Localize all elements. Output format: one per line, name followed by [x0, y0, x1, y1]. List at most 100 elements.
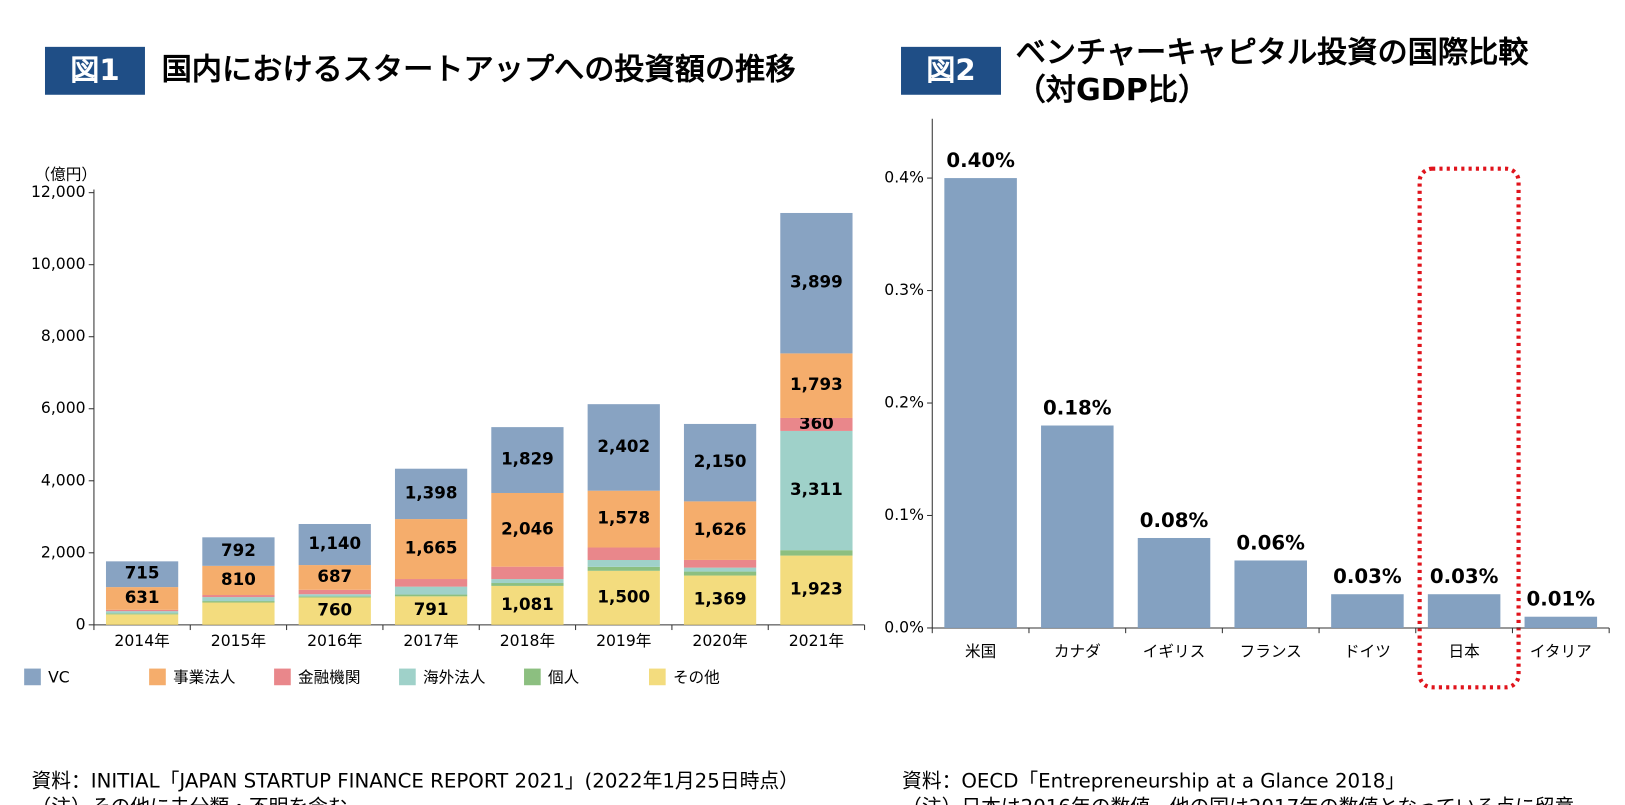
- chart-title: 国内におけるスタートアップへの投資額の推移: [162, 52, 796, 87]
- bar-segment: [780, 417, 853, 431]
- y-tick-label: 2,000: [41, 543, 86, 561]
- y-tick-label: 6,000: [41, 399, 86, 417]
- value-label: 631: [125, 588, 160, 607]
- x-tick-label: イタリア: [1530, 642, 1592, 660]
- bar-segment: [491, 427, 564, 493]
- legend-swatch: [399, 668, 416, 686]
- bar-segment: [105, 561, 179, 588]
- bar-segment: [780, 212, 853, 354]
- bar-segment: [202, 601, 275, 603]
- x-tick-label: 2021年: [789, 632, 844, 650]
- value-label: 2,046: [501, 519, 554, 538]
- bar-segment: [683, 567, 757, 572]
- y-tick-label: 8,000: [41, 327, 86, 345]
- x-tick-label: 2020年: [692, 632, 747, 650]
- source: 資料：INITIAL「JAPAN STARTUP FINANCE REPORT …: [31, 770, 798, 793]
- bar-segment: [683, 571, 757, 576]
- y-axis-unit: （億円）: [35, 165, 97, 183]
- bar-segment: [105, 614, 179, 625]
- legend-label: VC: [48, 668, 70, 686]
- figure-label: 図2: [926, 53, 975, 87]
- bar-segment: [202, 602, 275, 625]
- bar-segment: [683, 423, 757, 502]
- x-tick-label: 2017年: [403, 632, 458, 650]
- x-tick-label: 日本: [1449, 642, 1481, 660]
- value-label: 0.08%: [1140, 509, 1209, 532]
- bar-segment: [587, 566, 660, 571]
- value-label: 687: [317, 567, 352, 586]
- bar: [1427, 594, 1501, 628]
- bar-segment: [298, 565, 371, 590]
- value-label: 0.03%: [1430, 565, 1499, 588]
- bar-segment: [491, 585, 564, 625]
- value-label: 791: [414, 600, 449, 619]
- bar-segment: [780, 555, 853, 625]
- bar-segment: [298, 596, 371, 598]
- value-label: 760: [317, 601, 352, 620]
- bar: [1524, 616, 1598, 628]
- value-label: 1,829: [501, 450, 554, 469]
- bar-segment: [587, 570, 660, 625]
- bar-segment: [683, 559, 757, 568]
- y-tick-label: 12,000: [31, 183, 86, 201]
- chart-title: ベンチャーキャピタル投資の国際比較: [1016, 35, 1530, 71]
- bar-segment: [587, 490, 660, 548]
- x-tick-label: イギリス: [1143, 642, 1205, 660]
- value-label: 360: [799, 414, 834, 433]
- legend-label: 個人: [548, 668, 580, 686]
- bar-segment: [394, 468, 468, 520]
- value-label: 0.18%: [1043, 396, 1112, 419]
- x-tick-label: 2019年: [596, 632, 651, 650]
- value-label: 0.40%: [946, 149, 1015, 172]
- y-tick-label: 0.2%: [884, 394, 924, 412]
- note: （注）その他に未分類・不明を含む: [31, 796, 347, 805]
- source: 資料：OECD「Entrepreneurship at a Glance 201…: [902, 770, 1405, 793]
- legend-label: 金融機関: [298, 668, 360, 686]
- value-label: 1,793: [790, 375, 843, 394]
- x-tick-label: ドイツ: [1344, 642, 1391, 660]
- bar-segment: [587, 404, 660, 491]
- legend-swatch: [274, 668, 291, 686]
- bar-segment: [105, 609, 179, 612]
- x-tick-label: 2015年: [211, 632, 266, 650]
- bar-segment: [298, 594, 371, 597]
- x-tick-label: 米国: [965, 642, 996, 660]
- bar-segment: [491, 579, 564, 584]
- y-tick-label: 0: [76, 615, 86, 633]
- bar-segment: [202, 595, 275, 598]
- value-label: 1,923: [790, 580, 843, 599]
- bar-segment: [105, 587, 179, 610]
- x-tick-label: フランス: [1240, 642, 1302, 660]
- value-label: 1,398: [405, 483, 458, 502]
- value-label: 3,311: [790, 480, 843, 499]
- bar-segment: [491, 566, 564, 580]
- bar-segment: [491, 492, 564, 567]
- y-tick-label: 0.1%: [884, 506, 924, 524]
- bar-segment: [683, 501, 757, 560]
- legend-swatch: [24, 668, 41, 686]
- x-tick-label: カナダ: [1054, 642, 1101, 660]
- value-label: 792: [221, 541, 256, 560]
- bar-segment: [394, 594, 468, 597]
- bar: [1041, 425, 1114, 628]
- bar: [1137, 537, 1211, 628]
- value-label: 1,665: [405, 539, 458, 558]
- value-label: 1,626: [694, 520, 747, 539]
- legend-swatch: [524, 668, 541, 686]
- legend-label: その他: [673, 668, 720, 686]
- legend-swatch: [149, 668, 166, 686]
- figure-badge: [44, 46, 145, 95]
- bar-segment: [780, 430, 853, 551]
- note: （注）日本は2016年の数値、他の国は2017年の数値となっている点に留意: [902, 796, 1574, 805]
- value-label: 2,402: [597, 437, 650, 456]
- legend-label: 事業法人: [173, 668, 236, 686]
- value-label: 0.01%: [1527, 588, 1596, 611]
- bar-segment: [298, 589, 371, 595]
- value-label: 1,369: [694, 590, 747, 609]
- bar-segment: [587, 547, 660, 561]
- y-tick-label: 0.0%: [884, 618, 924, 636]
- legend-label: 海外法人: [423, 668, 486, 686]
- value-label: 1,140: [308, 534, 361, 553]
- y-tick-label: 10,000: [31, 255, 86, 273]
- bar-segment: [202, 565, 275, 596]
